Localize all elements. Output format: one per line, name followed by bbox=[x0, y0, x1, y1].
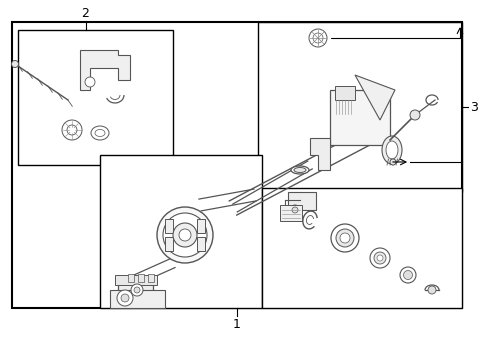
Circle shape bbox=[335, 229, 353, 247]
Bar bbox=[329, 90, 389, 145]
Polygon shape bbox=[354, 75, 394, 120]
Ellipse shape bbox=[385, 141, 397, 159]
Circle shape bbox=[389, 159, 395, 165]
Circle shape bbox=[369, 248, 389, 268]
Circle shape bbox=[85, 77, 95, 87]
Circle shape bbox=[409, 110, 419, 120]
Bar bbox=[12, 22, 461, 308]
Ellipse shape bbox=[381, 136, 401, 164]
Ellipse shape bbox=[95, 130, 105, 136]
Circle shape bbox=[12, 60, 19, 68]
Polygon shape bbox=[309, 138, 329, 170]
Circle shape bbox=[173, 223, 197, 247]
Bar bbox=[280, 205, 302, 221]
Circle shape bbox=[399, 267, 415, 283]
Circle shape bbox=[339, 233, 349, 243]
Polygon shape bbox=[80, 50, 130, 90]
Bar bbox=[100, 155, 262, 308]
Circle shape bbox=[121, 294, 129, 302]
Text: 1: 1 bbox=[233, 318, 241, 331]
Ellipse shape bbox=[290, 166, 308, 174]
Bar bbox=[287, 192, 315, 210]
Bar bbox=[262, 188, 461, 308]
Circle shape bbox=[330, 224, 358, 252]
Circle shape bbox=[312, 33, 323, 43]
Bar bbox=[165, 219, 173, 233]
Circle shape bbox=[163, 213, 206, 257]
Circle shape bbox=[376, 255, 382, 261]
Circle shape bbox=[134, 287, 140, 293]
Circle shape bbox=[427, 286, 435, 294]
Bar bbox=[334, 86, 354, 100]
Bar bbox=[196, 219, 204, 233]
Bar bbox=[128, 274, 134, 282]
Circle shape bbox=[157, 207, 213, 263]
Text: 2: 2 bbox=[81, 7, 89, 20]
Bar bbox=[118, 276, 153, 298]
Bar bbox=[138, 274, 143, 282]
Bar bbox=[258, 22, 461, 192]
Circle shape bbox=[403, 270, 412, 279]
Circle shape bbox=[291, 207, 297, 213]
Circle shape bbox=[131, 284, 142, 296]
Circle shape bbox=[62, 120, 82, 140]
Bar bbox=[196, 237, 204, 251]
Bar bbox=[110, 290, 164, 308]
Bar bbox=[165, 237, 173, 251]
Bar bbox=[115, 275, 157, 285]
Bar bbox=[18, 30, 173, 165]
Ellipse shape bbox=[91, 126, 109, 140]
Text: 3: 3 bbox=[469, 100, 477, 113]
Circle shape bbox=[308, 29, 326, 47]
Circle shape bbox=[373, 252, 385, 264]
Circle shape bbox=[289, 205, 299, 215]
Circle shape bbox=[179, 229, 191, 241]
Circle shape bbox=[117, 290, 133, 306]
Ellipse shape bbox=[293, 167, 305, 172]
Circle shape bbox=[67, 125, 77, 135]
Bar bbox=[148, 274, 154, 282]
